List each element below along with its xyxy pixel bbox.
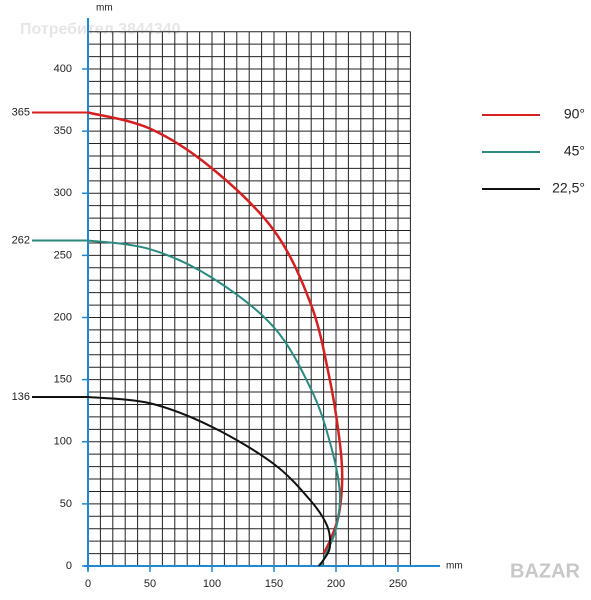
logo: BAZAR [510,560,581,582]
y-tick-label: 50 [60,498,72,510]
y-tick-label: 300 [54,187,72,199]
y-tick-label: 400 [54,63,72,75]
start-label: 365 [12,106,30,118]
curve [87,239,341,567]
x-tick-label: 100 [203,578,221,590]
y-tick-label: 250 [54,249,72,261]
y-tick-label: 150 [54,374,72,386]
y-tick-label: 0 [66,560,72,572]
y-axis-label: mm [96,3,113,14]
x-axis-label: mm [446,561,463,572]
legend-label: 45° [564,143,585,159]
y-tick-label: 350 [54,125,72,137]
x-tick-label: 150 [265,578,283,590]
curve [87,111,344,555]
curve [87,396,332,567]
x-tick-label: 0 [85,578,91,590]
y-tick-label: 100 [54,436,72,448]
start-label: 136 [12,391,30,403]
legend-label: 90° [564,106,585,122]
x-tick-label: 250 [389,578,407,590]
y-tick-label: 200 [54,311,72,323]
watermark: Потребител 3844340 [20,21,181,38]
x-tick-label: 50 [144,578,156,590]
legend-label: 22,5° [552,180,585,196]
x-tick-label: 200 [327,578,345,590]
start-label: 262 [12,234,30,246]
